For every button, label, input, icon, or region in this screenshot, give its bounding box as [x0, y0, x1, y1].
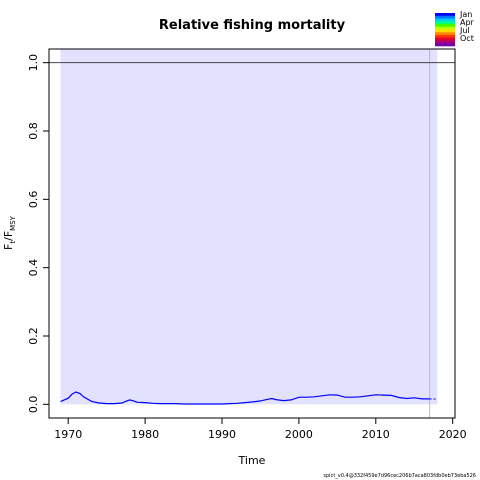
confidence-band: [60, 49, 438, 405]
legend-swatch-9: [435, 35, 455, 39]
legend-swatch-5: [435, 24, 455, 28]
legend-label-jul: Jul: [459, 26, 470, 35]
y-axis-label-main: F: [2, 244, 15, 250]
legend-label-jan: Jan: [459, 10, 472, 19]
x-tick-label-1990: 1990: [208, 428, 236, 441]
x-tick-label-2000: 2000: [285, 428, 313, 441]
y-axis-label: Ft/FMSY: [2, 215, 17, 250]
y-axis-label-sub2: MSY: [9, 215, 17, 230]
legend-swatch-11: [435, 40, 455, 44]
x-tick-label-1970: 1970: [54, 428, 82, 441]
x-axis-label: Time: [238, 454, 266, 467]
y-tick-label-1: 0.2: [27, 327, 40, 345]
plot-area: [48, 48, 456, 419]
y-tick-label-4: 0.8: [27, 122, 40, 140]
axes: 1970 1980 1990 2000 2010 2020 0.0 0.2 0.4 0.6 0.8 1…: [27, 54, 467, 441]
footer-version: spict_v0.4@332f459e7d96cec206b7aca803fdb…: [323, 473, 476, 479]
legend-swatch-10: [435, 37, 455, 41]
x-tick-label-1980: 1980: [131, 428, 159, 441]
x-tick-label-2020: 2020: [439, 428, 467, 441]
legend-swatch-6: [435, 26, 455, 30]
x-tick-label-2010: 2010: [362, 428, 390, 441]
legend-label-oct: Oct: [460, 34, 474, 43]
y-tick-label-2: 0.4: [27, 259, 40, 277]
legend-swatch-1: [435, 13, 455, 17]
chart-title: Relative fishing mortality: [159, 18, 346, 33]
y-axis-label-sub1: t: [9, 241, 17, 244]
legend-swatch-12: [435, 43, 455, 47]
y-axis-label-sep: /F: [2, 231, 15, 241]
y-tick-label-5: 1.0: [27, 54, 40, 72]
y-tick-label-0: 0.0: [27, 396, 40, 414]
legend-swatch-4: [435, 21, 455, 25]
legend-swatch-3: [435, 18, 455, 22]
y-tick-label-3: 0.6: [27, 191, 40, 209]
series-line-1: [60, 391, 430, 405]
legend-swatch-8: [435, 32, 455, 36]
legend-label-apr: Apr: [460, 18, 475, 27]
legend-swatch-7: [435, 29, 455, 33]
legend-swatch-2: [435, 15, 455, 19]
